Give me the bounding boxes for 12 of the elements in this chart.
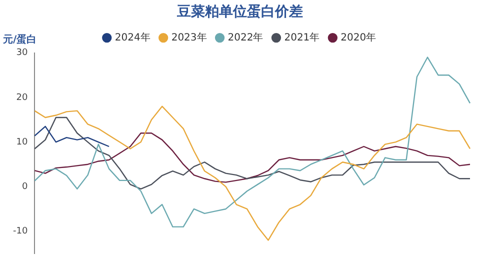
legend-label: 2020年 — [340, 31, 376, 44]
y-axis-title: 元/蛋白 — [2, 33, 37, 46]
y-tick-label: -10 — [12, 226, 28, 237]
y-tick-label: 30 — [16, 48, 28, 58]
y-tick-label: 0 — [22, 182, 28, 192]
chart-title: 豆菜粕单位蛋白价差 — [176, 4, 303, 20]
legend-label: 2023年 — [171, 31, 207, 44]
legend-label: 2022年 — [228, 31, 264, 44]
y-tick-label: 20 — [16, 92, 28, 103]
legend-label: 2024年 — [114, 31, 150, 44]
legend-label: 2021年 — [284, 31, 320, 44]
y-tick-label: 10 — [16, 137, 28, 148]
